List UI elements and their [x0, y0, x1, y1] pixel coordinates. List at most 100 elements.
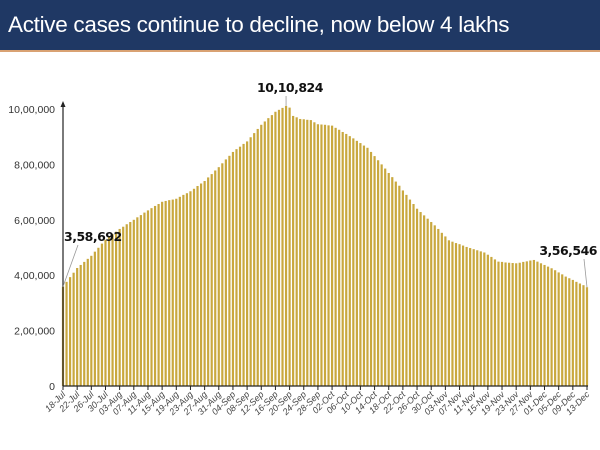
bar [585, 287, 589, 386]
bar [100, 243, 104, 386]
bar [146, 210, 150, 386]
bar [437, 228, 440, 386]
bar [161, 201, 164, 386]
bar [373, 156, 376, 386]
bar [571, 279, 574, 386]
bar [384, 168, 387, 386]
bar [408, 199, 412, 386]
bar [224, 159, 227, 386]
bar [472, 249, 475, 386]
bar [143, 212, 146, 386]
bar [412, 204, 415, 386]
bar [192, 188, 196, 386]
bar [550, 268, 553, 386]
bar [522, 261, 525, 386]
bar [511, 263, 514, 386]
bar [260, 124, 263, 386]
bar [394, 181, 397, 386]
bar [115, 231, 118, 386]
bar [568, 278, 571, 386]
bar [497, 261, 500, 386]
bar [557, 272, 560, 386]
bar [362, 145, 366, 386]
bar [554, 270, 557, 386]
bar [582, 285, 585, 386]
bar [377, 160, 380, 386]
y-tick-label: 8,00,000 [14, 159, 55, 171]
bar [129, 222, 132, 386]
bar [529, 260, 532, 386]
bar [65, 281, 68, 386]
bar [508, 262, 511, 386]
bar [90, 255, 93, 386]
bar [348, 136, 351, 386]
bar [83, 261, 86, 386]
bar [345, 133, 348, 386]
bar [483, 252, 486, 386]
bar [387, 172, 390, 386]
bar [207, 177, 210, 386]
annotation-label: 10,10,824 [257, 80, 324, 95]
bar [93, 251, 96, 386]
bar [341, 131, 344, 386]
bar [334, 127, 337, 386]
bar [352, 138, 355, 386]
bar [465, 246, 468, 386]
bar [536, 261, 539, 386]
bar [461, 245, 465, 386]
bar [97, 247, 100, 386]
bar [256, 128, 259, 386]
annotation-leader-line [583, 258, 588, 288]
bar [564, 276, 567, 386]
bar [469, 248, 472, 386]
bar [479, 251, 482, 386]
bar [164, 200, 167, 386]
bar [139, 215, 142, 386]
bar [299, 118, 302, 387]
bar [525, 261, 528, 386]
bar [369, 151, 373, 386]
bar [122, 226, 125, 386]
bar [150, 208, 153, 386]
bar [263, 121, 266, 386]
bar [338, 129, 341, 386]
bar [267, 118, 270, 387]
y-tick-label: 0 [49, 381, 55, 393]
bar [125, 224, 128, 386]
bar [486, 254, 489, 386]
bar [320, 124, 323, 387]
bar [277, 109, 281, 387]
bar [316, 124, 320, 387]
bar [532, 259, 535, 386]
bar [221, 163, 224, 386]
bars-group [61, 106, 589, 387]
bar [107, 236, 111, 386]
bar [518, 262, 521, 386]
bar [104, 239, 107, 386]
bar [136, 217, 139, 386]
bar [214, 170, 217, 386]
bar [295, 117, 298, 386]
bar [355, 140, 358, 386]
bar [380, 164, 383, 386]
bar [231, 151, 235, 386]
bar [281, 107, 284, 386]
bar [415, 208, 419, 386]
bar [433, 225, 436, 386]
bar [440, 232, 443, 386]
bar [118, 228, 121, 386]
bar [575, 281, 578, 386]
bar [68, 277, 72, 386]
bar [270, 115, 273, 387]
bar [447, 240, 451, 386]
bar [253, 133, 256, 386]
bar [292, 115, 295, 387]
bar [444, 236, 447, 386]
bar [458, 244, 461, 386]
bar [203, 181, 206, 386]
bar [199, 183, 203, 386]
bar [306, 119, 309, 386]
annotations-group: 3,58,692 10,10,824 3,56,546 [62, 80, 598, 288]
chart-title: Active cases continue to decline, now be… [8, 12, 510, 37]
